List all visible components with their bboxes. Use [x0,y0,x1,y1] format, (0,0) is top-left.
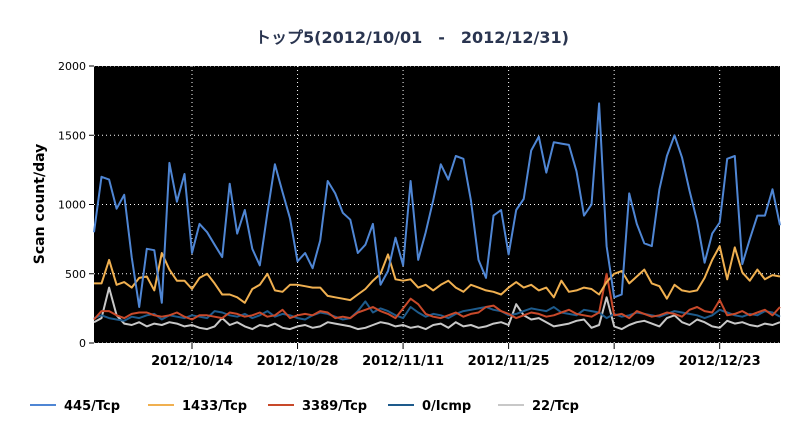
y-tick-label: 1500 [58,129,86,142]
series-line-22-tcp [93,286,781,331]
legend-label: 3389/Tcp [302,399,367,414]
y-tick-label: 500 [65,268,86,281]
x-tick-label: 2012/12/23 [679,354,761,369]
chart-title: トップ5(2012/10/01 - 2012/12/31) [255,28,569,47]
x-tick-label: 2012/10/14 [151,354,233,369]
y-tick-label: 2000 [58,60,86,73]
x-tick-label: 2012/12/09 [573,354,655,369]
x-tick-label: 2012/11/25 [468,354,550,369]
y-axis: 0 500 1000 1500 2000 [58,60,94,350]
series-layer [93,102,781,331]
x-tick-label: 2012/11/11 [362,354,444,369]
y-tick-label: 1000 [58,199,86,212]
x-axis: 2012/10/14 2012/10/28 2012/11/11 2012/11/25… [151,343,761,369]
series-line-445-tcp [93,102,781,308]
y-axis-label: Scan count/day [32,144,48,265]
legend-label: 445/Tcp [64,399,120,414]
legend: 445/Tcp 1433/Tcp 3389/Tcp 0/Icmp 22/Tcp [30,399,579,414]
series-line-0-icmp [93,300,781,322]
legend-label: 0/Icmp [422,399,471,414]
legend-label: 1433/Tcp [182,399,247,414]
series-line-1433-tcp [94,245,781,304]
y-tick-label: 0 [79,337,86,350]
plot-area [94,66,780,343]
series-line-3389-tcp [93,272,781,321]
x-tick-label: 2012/10/28 [257,354,339,369]
legend-label: 22/Tcp [532,399,579,414]
